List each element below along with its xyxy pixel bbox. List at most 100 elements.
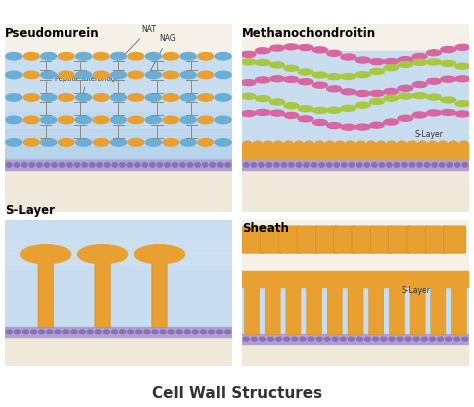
Circle shape bbox=[356, 141, 365, 149]
Bar bbox=[5, 254, 232, 264]
FancyBboxPatch shape bbox=[334, 226, 356, 253]
Ellipse shape bbox=[255, 48, 270, 54]
FancyBboxPatch shape bbox=[286, 285, 301, 335]
Circle shape bbox=[394, 162, 400, 167]
Circle shape bbox=[150, 162, 155, 167]
FancyBboxPatch shape bbox=[431, 285, 446, 335]
Circle shape bbox=[266, 162, 272, 167]
Circle shape bbox=[119, 162, 125, 167]
Ellipse shape bbox=[110, 71, 127, 79]
Circle shape bbox=[308, 337, 314, 341]
FancyBboxPatch shape bbox=[261, 226, 283, 253]
Circle shape bbox=[192, 330, 198, 334]
Circle shape bbox=[7, 162, 12, 167]
Circle shape bbox=[157, 162, 163, 167]
Ellipse shape bbox=[58, 116, 74, 124]
FancyBboxPatch shape bbox=[390, 285, 404, 335]
Circle shape bbox=[405, 337, 411, 341]
Ellipse shape bbox=[110, 116, 127, 124]
Ellipse shape bbox=[41, 116, 57, 124]
Circle shape bbox=[184, 330, 190, 334]
Ellipse shape bbox=[412, 112, 427, 118]
Circle shape bbox=[365, 337, 371, 341]
Circle shape bbox=[373, 337, 379, 341]
Ellipse shape bbox=[412, 59, 427, 66]
Circle shape bbox=[300, 337, 306, 341]
Circle shape bbox=[144, 330, 150, 334]
Ellipse shape bbox=[93, 94, 109, 101]
Bar bbox=[5, 56, 232, 159]
Circle shape bbox=[349, 162, 355, 167]
Ellipse shape bbox=[270, 76, 284, 82]
Circle shape bbox=[296, 162, 302, 167]
Circle shape bbox=[276, 337, 282, 341]
Circle shape bbox=[97, 162, 102, 167]
Circle shape bbox=[438, 141, 448, 149]
Ellipse shape bbox=[398, 93, 413, 99]
Ellipse shape bbox=[23, 53, 39, 60]
Ellipse shape bbox=[455, 76, 470, 82]
Bar bbox=[5, 233, 232, 243]
Circle shape bbox=[6, 330, 12, 334]
Circle shape bbox=[268, 337, 273, 341]
Circle shape bbox=[364, 162, 370, 167]
Circle shape bbox=[128, 330, 134, 334]
Ellipse shape bbox=[298, 69, 313, 75]
Circle shape bbox=[119, 330, 126, 334]
Circle shape bbox=[52, 162, 57, 167]
Ellipse shape bbox=[398, 115, 413, 121]
Ellipse shape bbox=[110, 139, 127, 146]
Ellipse shape bbox=[441, 60, 456, 66]
FancyBboxPatch shape bbox=[425, 226, 447, 253]
Ellipse shape bbox=[23, 116, 39, 124]
Text: NAG: NAG bbox=[149, 34, 176, 72]
Ellipse shape bbox=[128, 53, 144, 60]
Ellipse shape bbox=[284, 103, 299, 109]
Circle shape bbox=[397, 337, 403, 341]
Ellipse shape bbox=[241, 111, 256, 116]
Ellipse shape bbox=[58, 94, 74, 101]
Circle shape bbox=[263, 141, 273, 149]
Ellipse shape bbox=[412, 93, 427, 98]
Ellipse shape bbox=[21, 245, 71, 264]
FancyBboxPatch shape bbox=[279, 226, 301, 253]
Ellipse shape bbox=[128, 139, 144, 146]
FancyBboxPatch shape bbox=[242, 226, 264, 253]
Circle shape bbox=[79, 330, 85, 334]
Ellipse shape bbox=[341, 124, 356, 130]
Bar bbox=[5, 243, 232, 254]
Ellipse shape bbox=[384, 95, 399, 101]
Ellipse shape bbox=[241, 51, 256, 57]
Circle shape bbox=[397, 141, 407, 149]
Ellipse shape bbox=[384, 65, 399, 71]
Ellipse shape bbox=[298, 116, 313, 122]
FancyBboxPatch shape bbox=[297, 226, 319, 253]
Bar bbox=[5, 112, 232, 125]
Ellipse shape bbox=[23, 71, 39, 79]
Circle shape bbox=[316, 337, 322, 341]
Circle shape bbox=[160, 330, 166, 334]
Circle shape bbox=[14, 330, 20, 334]
Ellipse shape bbox=[312, 107, 327, 114]
Circle shape bbox=[218, 162, 223, 167]
Circle shape bbox=[346, 141, 356, 149]
Text: S-Layer: S-Layer bbox=[415, 130, 444, 139]
Ellipse shape bbox=[198, 139, 214, 146]
Ellipse shape bbox=[93, 71, 109, 79]
Circle shape bbox=[273, 141, 283, 149]
FancyBboxPatch shape bbox=[38, 258, 53, 328]
Circle shape bbox=[319, 162, 324, 167]
Ellipse shape bbox=[6, 71, 22, 79]
Ellipse shape bbox=[180, 116, 196, 124]
Ellipse shape bbox=[455, 63, 470, 69]
Ellipse shape bbox=[327, 86, 341, 92]
Circle shape bbox=[455, 162, 460, 167]
Circle shape bbox=[421, 337, 427, 341]
FancyBboxPatch shape bbox=[245, 285, 259, 335]
Ellipse shape bbox=[198, 94, 214, 101]
Ellipse shape bbox=[76, 94, 91, 101]
FancyBboxPatch shape bbox=[348, 285, 363, 335]
Circle shape bbox=[289, 162, 294, 167]
Circle shape bbox=[82, 162, 87, 167]
Bar bbox=[5, 159, 232, 171]
